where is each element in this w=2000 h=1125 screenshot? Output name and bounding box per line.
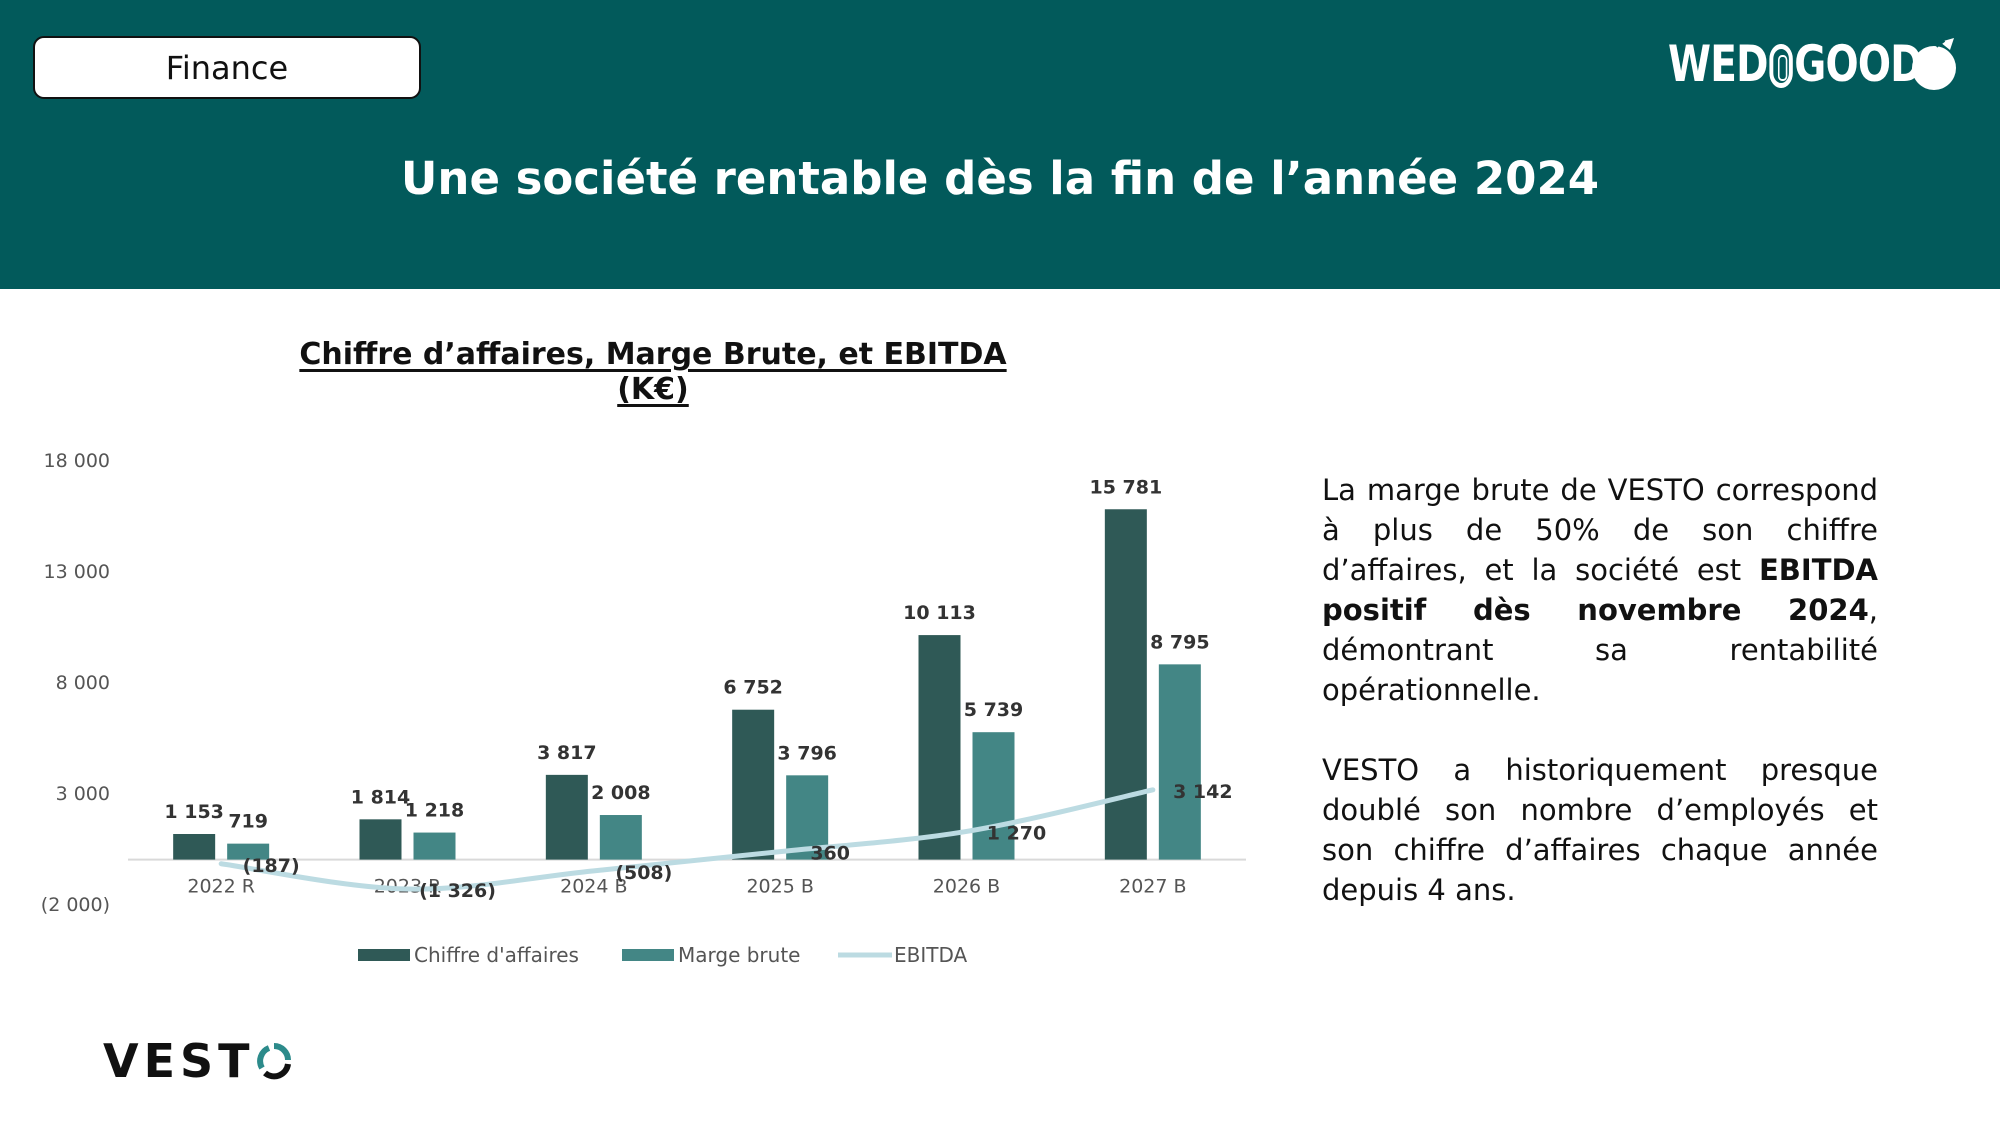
x-tick-label: 2025 B — [746, 876, 813, 898]
data-label-marge-brute: 1 218 — [405, 800, 465, 822]
data-label-ebitda: 1 270 — [987, 822, 1047, 844]
brand-logo: WED GOOD — [1668, 34, 1923, 94]
bar-marge-brute — [413, 832, 456, 860]
paragraph-1: La marge brute de VESTO correspond à plu… — [1322, 470, 1878, 710]
bar-chiffre-affaires — [173, 834, 216, 860]
data-label-marge-brute: 719 — [228, 811, 268, 833]
x-tick-label: 2026 B — [933, 876, 1000, 898]
body-text: La marge brute de VESTO correspond à plu… — [1322, 470, 1878, 950]
x-tick-label: 2024 B — [560, 876, 627, 898]
data-label-marge-brute: 2 008 — [591, 782, 651, 804]
bar-marge-brute — [227, 843, 270, 860]
bar-marge-brute — [599, 815, 642, 860]
x-tick-label: 2027 B — [1119, 876, 1186, 898]
vesto-logo: VEST — [103, 1032, 291, 1090]
data-label-marge-brute: 3 796 — [777, 742, 837, 764]
bar-chiffre-affaires — [918, 635, 961, 860]
legend-label: Marge brute — [678, 943, 800, 967]
data-label-chiffre-affaires: 1 153 — [164, 801, 224, 823]
data-label-marge-brute: 8 795 — [1150, 631, 1210, 653]
bar-chiffre-affaires — [545, 774, 588, 860]
paragraph-1-bold: EBITDA positif dès novembre 2024 — [1322, 553, 1878, 627]
legend-swatch — [622, 949, 674, 961]
data-label-marge-brute: 5 739 — [964, 699, 1024, 721]
brand-o-letter — [1769, 44, 1793, 88]
apple-icon — [1912, 38, 1956, 90]
data-label-ebitda: (1 326) — [419, 880, 496, 902]
data-label-ebitda: 360 — [810, 843, 850, 865]
data-label-ebitda: 3 142 — [1173, 781, 1233, 803]
paragraph-2: VESTO a historiquement presque doublé so… — [1322, 753, 1878, 907]
bar-line-chart: 18 000 13 000 8 000 3 000 (2 000) 1 153 719 1 8… — [41, 450, 1246, 967]
data-label-chiffre-affaires: 6 752 — [723, 677, 783, 699]
brand-text-start: WED — [1668, 35, 1768, 93]
paragraph-1-start: La marge brute de VESTO correspond à plu… — [1322, 473, 1878, 587]
circular-arrows-icon — [256, 1043, 291, 1080]
bar-chiffre-affaires — [359, 819, 402, 860]
paragraph-1-end: , démontrant sa rentabilité opérationnel… — [1322, 593, 1878, 707]
bar-chiffre-affaires — [732, 709, 775, 860]
legend-swatch — [358, 949, 410, 961]
y-tick-label: 13 000 — [44, 561, 110, 583]
x-tick-label: 2022 R — [187, 876, 255, 898]
y-tick-label: 8 000 — [56, 672, 110, 694]
vesto-logo-text: VEST — [103, 1034, 255, 1088]
data-label-chiffre-affaires: 3 817 — [537, 742, 597, 764]
data-label-ebitda: (508) — [615, 862, 672, 884]
data-label-ebitda: (187) — [243, 855, 300, 877]
legend-label: EBITDA — [894, 943, 968, 967]
y-tick-label: 3 000 — [56, 783, 110, 805]
section-label: Finance — [33, 36, 421, 99]
data-label-chiffre-affaires: 15 781 — [1089, 476, 1162, 498]
page-title: Une société rentable dès la fin de l’ann… — [400, 152, 1600, 205]
brand-text-end: GOOD — [1794, 35, 1922, 93]
legend-label: Chiffre d'affaires — [414, 943, 579, 967]
data-label-chiffre-affaires: 10 113 — [903, 602, 976, 624]
bar-chiffre-affaires — [1104, 509, 1147, 860]
y-tick-label: 18 000 — [44, 450, 110, 472]
chart-title: Chiffre d’affaires, Marge Brute, et EBIT… — [299, 337, 1007, 407]
data-label-chiffre-affaires: 1 814 — [351, 786, 411, 808]
y-tick-label: (2 000) — [41, 894, 110, 916]
bar-marge-brute — [1158, 664, 1201, 860]
ebitda-line — [218, 787, 1156, 892]
bar-marge-brute — [972, 732, 1015, 860]
